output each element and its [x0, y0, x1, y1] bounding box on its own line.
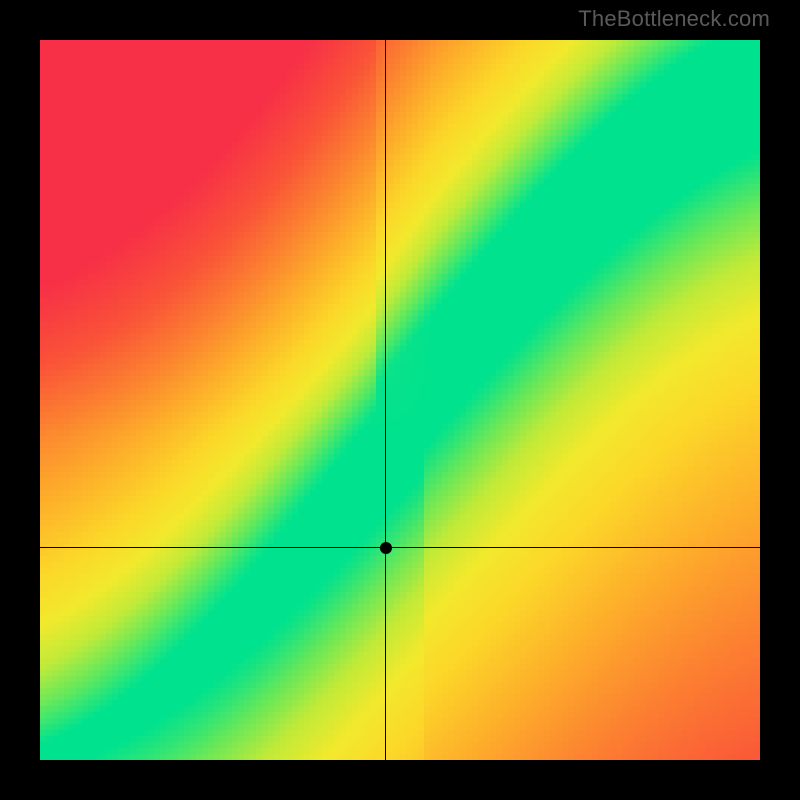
crosshair-horizontal: [40, 547, 760, 548]
crosshair-marker: [380, 542, 392, 554]
crosshair-vertical: [385, 40, 386, 760]
watermark-text: TheBottleneck.com: [578, 6, 770, 32]
plot-frame: [40, 40, 760, 760]
heatmap-canvas: [40, 40, 760, 760]
heatmap-plot: [40, 40, 760, 760]
